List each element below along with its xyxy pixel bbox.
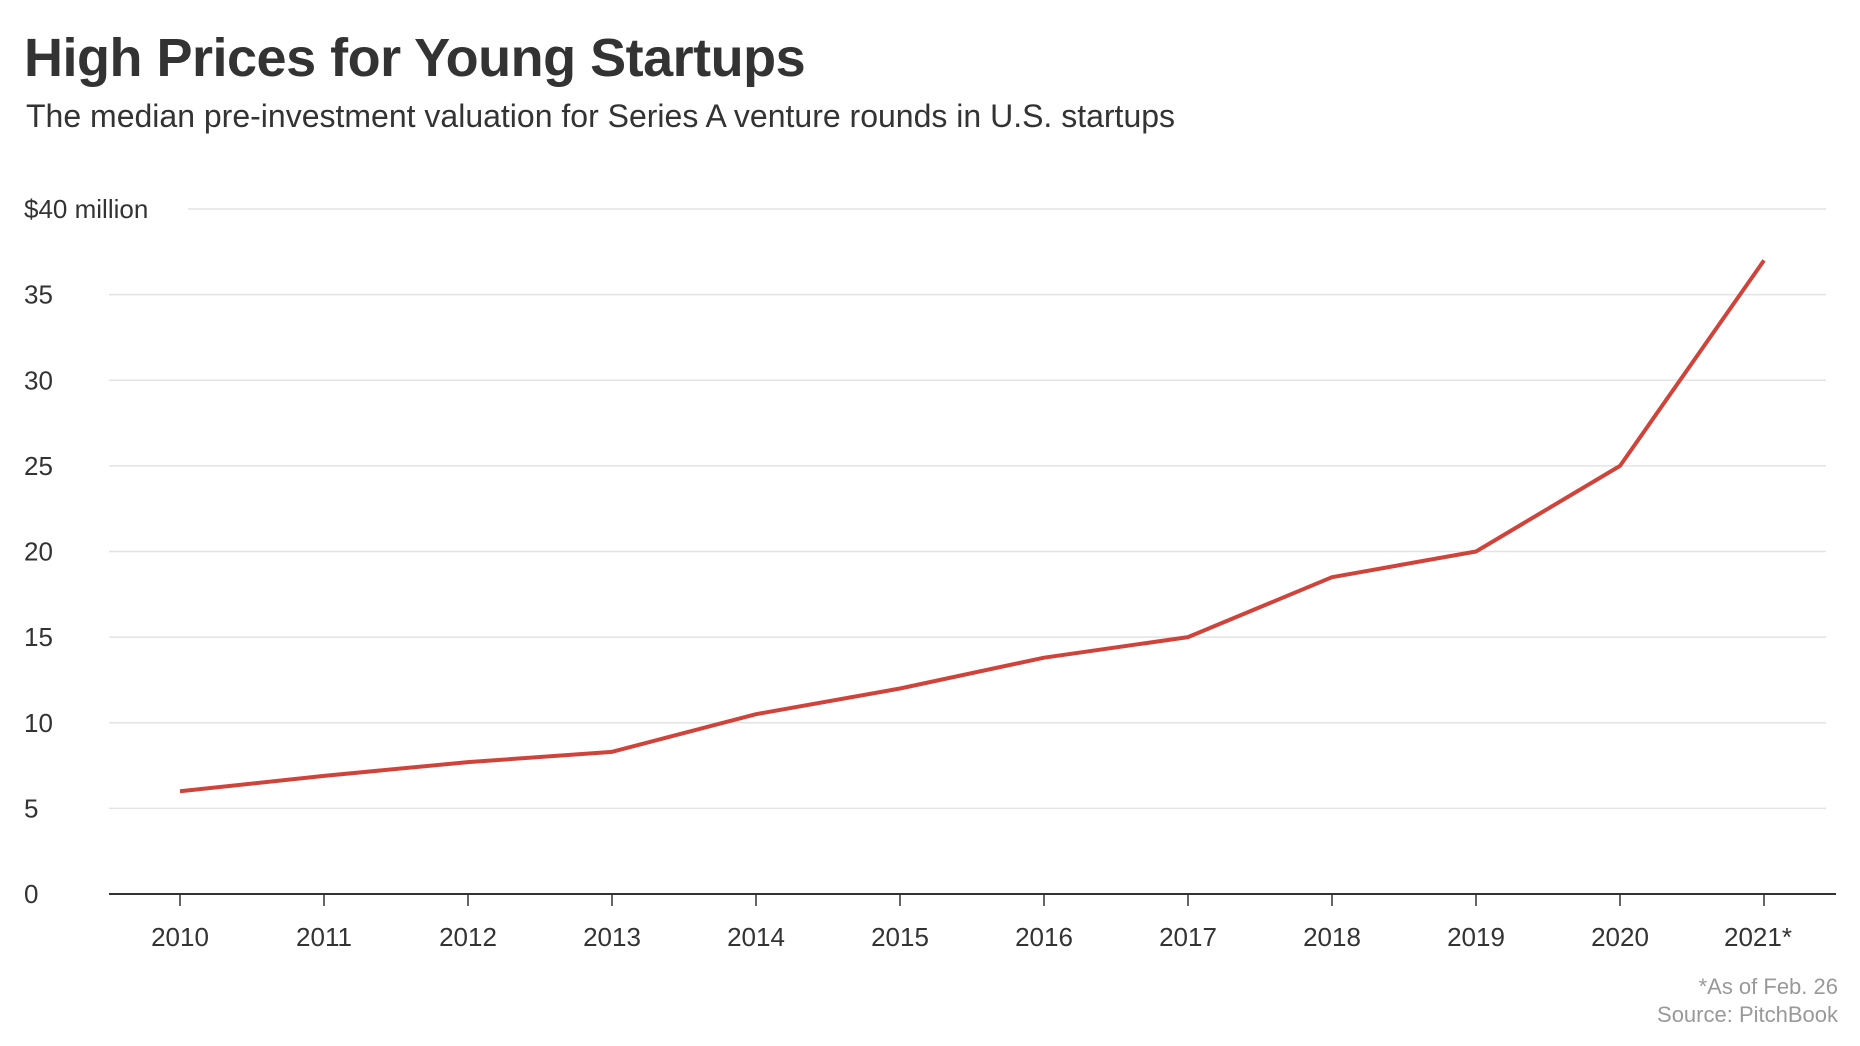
x-tick-label: 2014 — [727, 922, 785, 952]
y-tick-label: 30 — [24, 365, 53, 395]
x-tick-label: 2021* — [1724, 922, 1792, 952]
chart-subtitle: The median pre-investment valuation for … — [26, 97, 1176, 134]
y-tick-label: 20 — [24, 537, 53, 567]
gridlines — [109, 208, 1826, 810]
series-line-0 — [179, 259, 1766, 794]
x-tick-label: 2011 — [296, 922, 352, 952]
x-tick-label: 2019 — [1447, 922, 1505, 952]
series-group — [179, 259, 1766, 794]
y-tick-label: 5 — [24, 793, 38, 823]
chart-title: High Prices for Young Startups — [24, 28, 806, 88]
x-tick-label: 2016 — [1015, 922, 1073, 952]
x-tick-label: 2012 — [439, 922, 497, 952]
footnote-source: Source: PitchBook — [1657, 1002, 1838, 1028]
y-tick-label: 35 — [24, 280, 53, 310]
y-tick-label: 25 — [24, 451, 53, 481]
x-tick-label: 2015 — [871, 922, 929, 952]
y-tick-label: 10 — [24, 708, 53, 738]
x-tick-label: 2018 — [1303, 922, 1361, 952]
chart-header: High Prices for Young Startups The media… — [24, 26, 1175, 135]
x-tick-label: 2017 — [1159, 922, 1217, 952]
x-tick-label: 2010 — [151, 922, 209, 952]
x-tick-label: 2013 — [583, 922, 641, 952]
y-tick-label: 0 — [24, 879, 38, 909]
y-tick-label: 15 — [24, 622, 53, 652]
footnotes: *As of Feb. 26 Source: PitchBook — [1657, 973, 1838, 1030]
y-axis-labels: 0 5 10 15 20 25 30 35 $40 million — [24, 194, 148, 909]
footnote-date: *As of Feb. 26 — [1698, 973, 1838, 999]
x-axis: 2010 2011 2012 2013 2014 2015 2016 2017 2018 2019… — [109, 893, 1836, 952]
y-tick-label: $40 million — [24, 194, 148, 224]
x-tick-label: 2020 — [1591, 922, 1649, 952]
